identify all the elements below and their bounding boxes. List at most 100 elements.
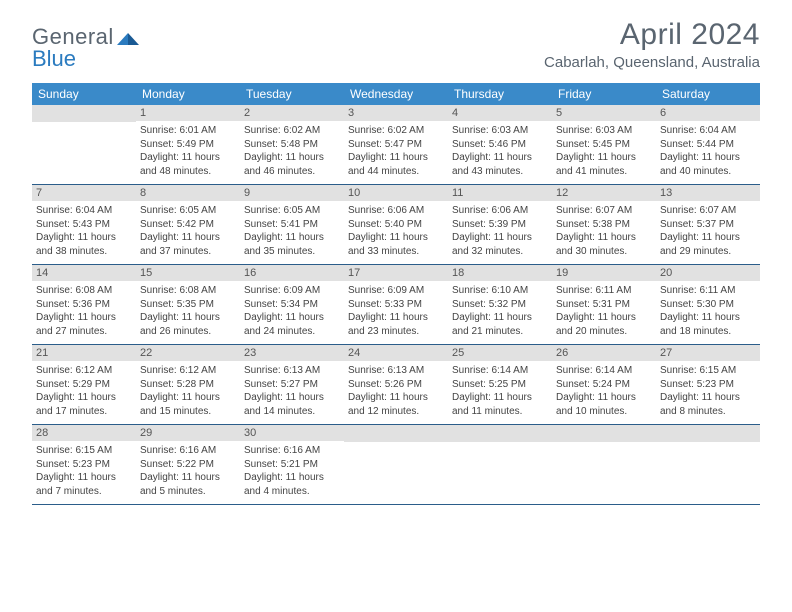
calendar-day-empty [344,425,448,504]
day-sun-info: Sunrise: 6:04 AMSunset: 5:43 PMDaylight:… [36,204,132,258]
calendar-day: 10 Sunrise: 6:06 AMSunset: 5:40 PMDayligh… [344,185,448,264]
calendar-day: 27Sunrise: 6:15 AMSunset: 5:23 PMDayligh… [656,345,760,424]
calendar-day: 16 Sunrise: 6:09 AMSunset: 5:34 PMDayligh… [240,265,344,344]
calendar-day: 7 Sunrise: 6:04 AMSunset: 5:43 PMDaylight… [32,185,136,264]
day-number: 2 [240,105,344,121]
day-number: 30 [240,425,344,441]
location-text: Cabarlah, Queensland, Australia [544,54,760,71]
day-header: Saturday [656,83,760,105]
calendar-day: 30Sunrise: 6:16 AMSunset: 5:21 PMDayligh… [240,425,344,504]
calendar-day: 5Sunrise: 6:03 AMSunset: 5:45 PMDaylight… [552,105,656,184]
calendar-day-empty [32,105,136,184]
day-number: 16 [240,265,344,281]
calendar-day: 3Sunrise: 6:02 AMSunset: 5:47 PMDaylight… [344,105,448,184]
calendar-day-empty [656,425,760,504]
day-sun-info: Sunrise: 6:09 AMSunset: 5:34 PMDaylight:… [244,284,340,338]
calendar-day: 15 Sunrise: 6:08 AMSunset: 5:35 PMDayligh… [136,265,240,344]
day-sun-info: Sunrise: 6:11 AMSunset: 5:31 PMDaylight:… [556,284,652,338]
day-sun-info: Sunrise: 6:02 AMSunset: 5:47 PMDaylight:… [348,124,444,178]
day-sun-info: Sunrise: 6:06 AMSunset: 5:39 PMDaylight:… [452,204,548,258]
day-sun-info: Sunrise: 6:02 AMSunset: 5:48 PMDaylight:… [244,124,340,178]
day-number: 20 [656,265,760,281]
calendar-week: 1 Sunrise: 6:01 AMSunset: 5:49 PMDaylight… [32,105,760,185]
day-sun-info: Sunrise: 6:07 AMSunset: 5:37 PMDaylight:… [660,204,756,258]
day-header: Tuesday [240,83,344,105]
calendar-day: 17 Sunrise: 6:09 AMSunset: 5:33 PMDayligh… [344,265,448,344]
month-title: April 2024 [544,18,760,52]
calendar-day: 29Sunrise: 6:16 AMSunset: 5:22 PMDayligh… [136,425,240,504]
calendar-day: 14 Sunrise: 6:08 AMSunset: 5:36 PMDayligh… [32,265,136,344]
page-header: General April 2024 Cabarlah, Queensland,… [0,0,792,75]
calendar-week: 21 Sunrise: 6:12 AMSunset: 5:29 PMDayligh… [32,345,760,425]
title-block: April 2024 Cabarlah, Queensland, Austral… [544,18,760,71]
day-number: 29 [136,425,240,441]
day-number: 15 [136,265,240,281]
brand-part2: Blue [32,46,76,72]
day-number: 25 [448,345,552,361]
day-number: 8 [136,185,240,201]
day-number [656,425,760,442]
day-header: Monday [136,83,240,105]
calendar-day: 20 Sunrise: 6:11 AMSunset: 5:30 PMDayligh… [656,265,760,344]
calendar-day-empty [552,425,656,504]
day-sun-info: Sunrise: 6:11 AMSunset: 5:30 PMDaylight:… [660,284,756,338]
day-sun-info: Sunrise: 6:09 AMSunset: 5:33 PMDaylight:… [348,284,444,338]
calendar-day: 12 Sunrise: 6:07 AMSunset: 5:38 PMDayligh… [552,185,656,264]
day-number: 21 [32,345,136,361]
day-number: 22 [136,345,240,361]
day-sun-info: Sunrise: 6:05 AMSunset: 5:42 PMDaylight:… [140,204,236,258]
calendar-day: 8 Sunrise: 6:05 AMSunset: 5:42 PMDaylight… [136,185,240,264]
day-sun-info: Sunrise: 6:13 AMSunset: 5:27 PMDaylight:… [244,364,340,418]
calendar-day: 6Sunrise: 6:04 AMSunset: 5:44 PMDaylight… [656,105,760,184]
calendar-week: 14 Sunrise: 6:08 AMSunset: 5:36 PMDayligh… [32,265,760,345]
day-number [552,425,656,442]
day-number: 5 [552,105,656,121]
calendar-week: 28Sunrise: 6:15 AMSunset: 5:23 PMDayligh… [32,425,760,505]
day-number: 19 [552,265,656,281]
calendar-body: 1 Sunrise: 6:01 AMSunset: 5:49 PMDaylight… [32,105,760,505]
day-header: Thursday [448,83,552,105]
calendar-day: 25 Sunrise: 6:14 AMSunset: 5:25 PMDayligh… [448,345,552,424]
day-sun-info: Sunrise: 6:04 AMSunset: 5:44 PMDaylight:… [660,124,756,178]
calendar-day: 28Sunrise: 6:15 AMSunset: 5:23 PMDayligh… [32,425,136,504]
day-number: 13 [656,185,760,201]
day-number: 1 [136,105,240,121]
calendar-day: 26Sunrise: 6:14 AMSunset: 5:24 PMDayligh… [552,345,656,424]
calendar-day: 18Sunrise: 6:10 AMSunset: 5:32 PMDayligh… [448,265,552,344]
calendar-day: 11 Sunrise: 6:06 AMSunset: 5:39 PMDayligh… [448,185,552,264]
day-number [32,105,136,122]
calendar-day: 4 Sunrise: 6:03 AMSunset: 5:46 PMDaylight… [448,105,552,184]
day-number: 9 [240,185,344,201]
day-number: 11 [448,185,552,201]
calendar-day: 13 Sunrise: 6:07 AMSunset: 5:37 PMDayligh… [656,185,760,264]
day-sun-info: Sunrise: 6:03 AMSunset: 5:46 PMDaylight:… [452,124,548,178]
calendar-day: 9Sunrise: 6:05 AMSunset: 5:41 PMDaylight… [240,185,344,264]
day-number: 10 [344,185,448,201]
day-sun-info: Sunrise: 6:07 AMSunset: 5:38 PMDaylight:… [556,204,652,258]
day-number: 12 [552,185,656,201]
day-number [344,425,448,442]
day-number: 17 [344,265,448,281]
day-sun-info: Sunrise: 6:06 AMSunset: 5:40 PMDaylight:… [348,204,444,258]
day-number: 23 [240,345,344,361]
day-sun-info: Sunrise: 6:08 AMSunset: 5:35 PMDaylight:… [140,284,236,338]
day-number: 14 [32,265,136,281]
day-number: 26 [552,345,656,361]
calendar-week: 7 Sunrise: 6:04 AMSunset: 5:43 PMDaylight… [32,185,760,265]
day-number: 28 [32,425,136,441]
calendar-day: 23 Sunrise: 6:13 AMSunset: 5:27 PMDayligh… [240,345,344,424]
day-sun-info: Sunrise: 6:14 AMSunset: 5:25 PMDaylight:… [452,364,548,418]
day-header-row: SundayMondayTuesdayWednesdayThursdayFrid… [32,83,760,105]
calendar-day: 19 Sunrise: 6:11 AMSunset: 5:31 PMDayligh… [552,265,656,344]
day-sun-info: Sunrise: 6:01 AMSunset: 5:49 PMDaylight:… [140,124,236,178]
day-number: 24 [344,345,448,361]
day-sun-info: Sunrise: 6:12 AMSunset: 5:29 PMDaylight:… [36,364,132,418]
day-number: 7 [32,185,136,201]
day-number: 4 [448,105,552,121]
day-sun-info: Sunrise: 6:08 AMSunset: 5:36 PMDaylight:… [36,284,132,338]
day-number [448,425,552,442]
calendar-day: 21 Sunrise: 6:12 AMSunset: 5:29 PMDayligh… [32,345,136,424]
calendar-day: 24Sunrise: 6:13 AMSunset: 5:26 PMDayligh… [344,345,448,424]
day-header: Friday [552,83,656,105]
day-sun-info: Sunrise: 6:12 AMSunset: 5:28 PMDaylight:… [140,364,236,418]
